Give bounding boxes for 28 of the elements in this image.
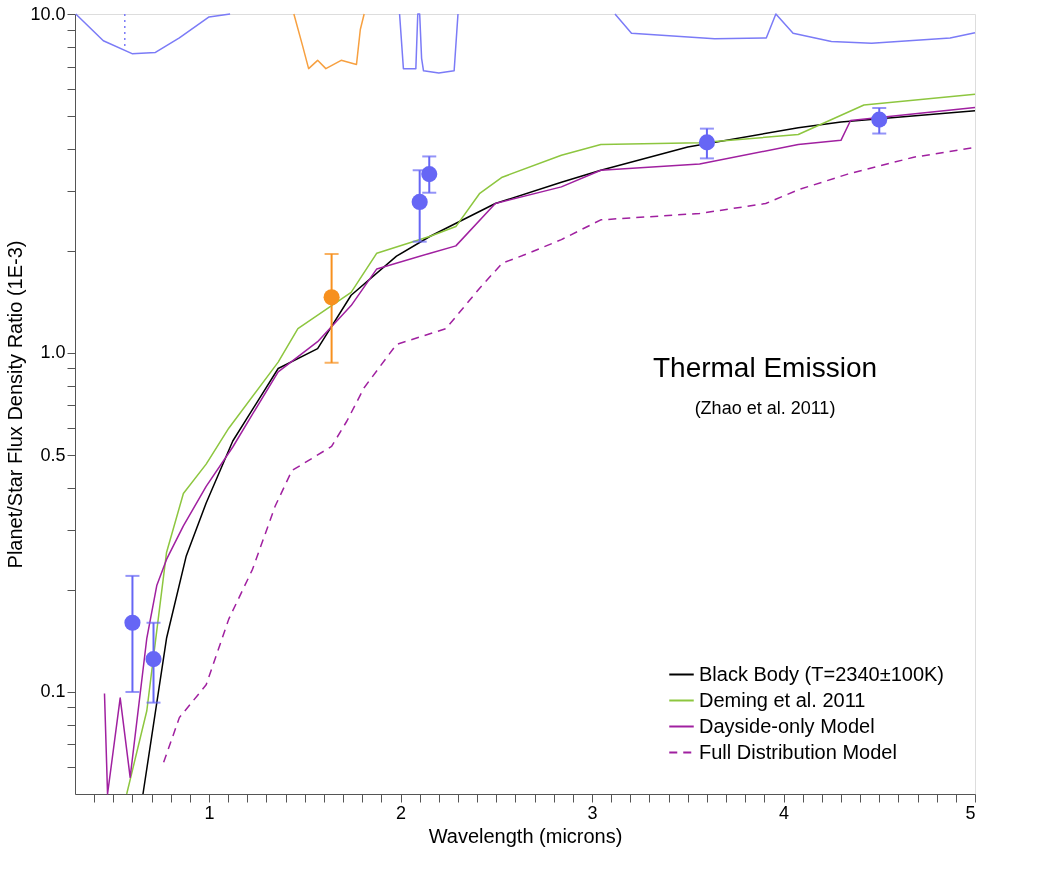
- y-tick-label: 0.5: [40, 444, 66, 465]
- x-tick-label: 1: [204, 802, 215, 823]
- legend-label: Full Distribution Model: [699, 740, 897, 763]
- x-tick-label: 2: [396, 802, 407, 823]
- legend-label: Black Body (T=2340±100K): [699, 662, 944, 685]
- annotation: (Zhao et al. 2011): [694, 398, 836, 418]
- point: [421, 166, 438, 183]
- point: [124, 614, 141, 631]
- x-tick-label: 4: [779, 802, 790, 823]
- point: [411, 193, 428, 210]
- point: [871, 111, 888, 128]
- x-axis-title: Wavelength (microns): [428, 824, 623, 847]
- point: [323, 289, 340, 306]
- point: [698, 134, 715, 151]
- y-axis-title: Planet/Star Flux Density Ratio (1E-3): [4, 240, 27, 569]
- line-series: [398, 13, 459, 74]
- line-series: [293, 13, 365, 70]
- legend-label: Deming et al. 2011: [699, 688, 866, 711]
- line-series: [75, 13, 231, 55]
- line-series: [614, 13, 976, 44]
- point: [145, 651, 162, 668]
- x-tick-label: 5: [965, 802, 976, 823]
- y-tick-label: 1.0: [40, 342, 66, 363]
- y-tick-label: 10.0: [30, 3, 66, 24]
- x-tick-label: 3: [587, 802, 598, 823]
- annotation: Thermal Emission: [652, 352, 878, 383]
- y-tick-label: 0.1: [40, 681, 66, 702]
- legend-label: Dayside-only Model: [699, 714, 875, 737]
